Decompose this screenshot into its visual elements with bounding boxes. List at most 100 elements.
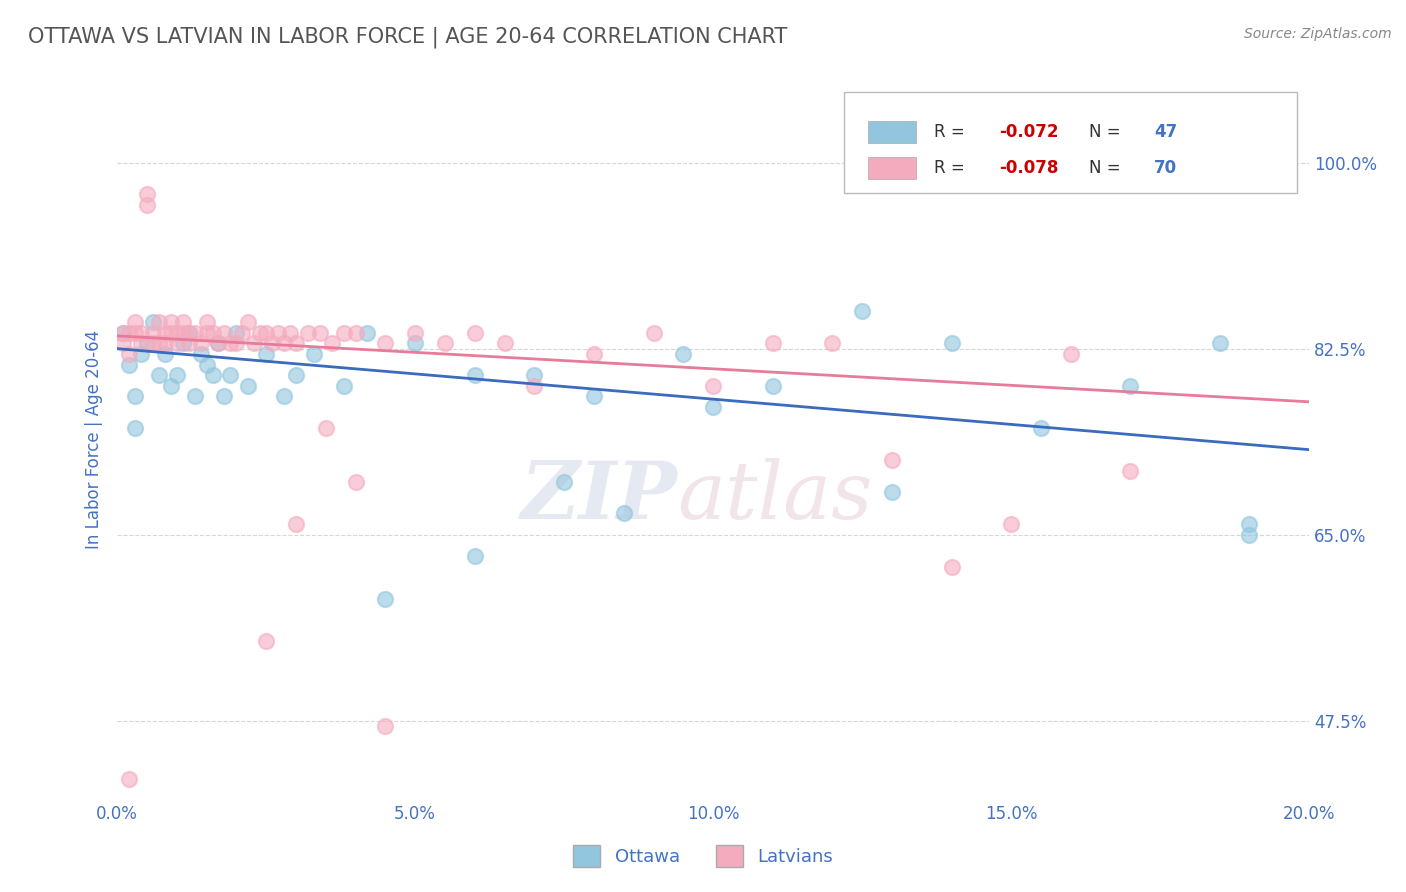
Point bbox=[267, 326, 290, 340]
Point bbox=[214, 389, 236, 403]
Point bbox=[190, 336, 212, 351]
Point bbox=[118, 772, 141, 787]
Point bbox=[207, 336, 229, 351]
Text: ZIP: ZIP bbox=[520, 458, 678, 535]
Point bbox=[112, 326, 135, 340]
Point bbox=[166, 368, 188, 383]
Point bbox=[344, 475, 367, 489]
Point bbox=[214, 326, 236, 340]
Point bbox=[207, 336, 229, 351]
Point bbox=[172, 315, 194, 329]
Point bbox=[464, 368, 486, 383]
Legend: Ottawa, Latvians: Ottawa, Latvians bbox=[565, 838, 841, 874]
Point bbox=[821, 336, 844, 351]
Text: N =: N = bbox=[1088, 159, 1125, 177]
Text: OTTAWA VS LATVIAN IN LABOR FORCE | AGE 20-64 CORRELATION CHART: OTTAWA VS LATVIAN IN LABOR FORCE | AGE 2… bbox=[28, 27, 787, 48]
Point bbox=[177, 326, 200, 340]
Point bbox=[1000, 517, 1022, 532]
Point bbox=[523, 368, 546, 383]
Point bbox=[672, 347, 695, 361]
Text: R =: R = bbox=[934, 159, 970, 177]
Point bbox=[183, 389, 205, 403]
Point bbox=[582, 389, 605, 403]
Point bbox=[201, 368, 224, 383]
Point bbox=[118, 347, 141, 361]
Point bbox=[219, 336, 242, 351]
Point bbox=[159, 379, 181, 393]
Point bbox=[159, 315, 181, 329]
Bar bbox=[868, 157, 915, 178]
Point bbox=[851, 304, 873, 318]
Point bbox=[136, 336, 159, 351]
Point bbox=[153, 336, 176, 351]
Point bbox=[1119, 379, 1142, 393]
Point bbox=[285, 368, 308, 383]
Point bbox=[308, 326, 330, 340]
Point bbox=[262, 336, 284, 351]
Point bbox=[153, 326, 176, 340]
Point bbox=[273, 336, 295, 351]
Point bbox=[142, 336, 165, 351]
Point bbox=[315, 421, 337, 435]
Text: R =: R = bbox=[934, 123, 970, 141]
Point bbox=[643, 326, 665, 340]
Text: -0.078: -0.078 bbox=[1000, 159, 1059, 177]
Point bbox=[1029, 421, 1052, 435]
Point bbox=[225, 326, 247, 340]
Point bbox=[332, 326, 354, 340]
Point bbox=[249, 326, 271, 340]
Point bbox=[404, 326, 426, 340]
Point bbox=[124, 326, 146, 340]
Point bbox=[1208, 336, 1230, 351]
Point bbox=[148, 315, 170, 329]
Point bbox=[195, 326, 218, 340]
Point bbox=[404, 336, 426, 351]
Point bbox=[136, 198, 159, 212]
Point bbox=[254, 326, 277, 340]
Point bbox=[201, 326, 224, 340]
Point bbox=[142, 326, 165, 340]
Point bbox=[166, 326, 188, 340]
Point bbox=[195, 315, 218, 329]
Point bbox=[941, 336, 963, 351]
Point bbox=[238, 379, 260, 393]
Point bbox=[332, 379, 354, 393]
Bar bbox=[868, 120, 915, 143]
Point bbox=[880, 485, 903, 500]
Point bbox=[762, 336, 785, 351]
Point bbox=[278, 326, 301, 340]
Point bbox=[302, 347, 325, 361]
Point bbox=[1239, 527, 1261, 541]
Point bbox=[118, 358, 141, 372]
Point bbox=[1239, 517, 1261, 532]
Point bbox=[762, 379, 785, 393]
Point bbox=[321, 336, 343, 351]
Point bbox=[356, 326, 378, 340]
Text: 47: 47 bbox=[1154, 123, 1177, 141]
Point bbox=[159, 326, 181, 340]
Point bbox=[172, 336, 194, 351]
Point bbox=[124, 389, 146, 403]
Point bbox=[553, 475, 575, 489]
Point bbox=[374, 719, 396, 733]
Point bbox=[118, 326, 141, 340]
Point bbox=[142, 315, 165, 329]
Point bbox=[464, 326, 486, 340]
Point bbox=[523, 379, 546, 393]
Point bbox=[374, 336, 396, 351]
Point bbox=[183, 326, 205, 340]
Text: N =: N = bbox=[1088, 123, 1125, 141]
Point bbox=[166, 336, 188, 351]
Point bbox=[464, 549, 486, 563]
FancyBboxPatch shape bbox=[844, 92, 1298, 194]
Point bbox=[1060, 347, 1083, 361]
Point bbox=[219, 368, 242, 383]
Text: 70: 70 bbox=[1154, 159, 1177, 177]
Text: atlas: atlas bbox=[678, 458, 873, 535]
Point bbox=[225, 336, 247, 351]
Point bbox=[344, 326, 367, 340]
Point bbox=[285, 517, 308, 532]
Point bbox=[136, 187, 159, 202]
Point bbox=[124, 421, 146, 435]
Point bbox=[112, 336, 135, 351]
